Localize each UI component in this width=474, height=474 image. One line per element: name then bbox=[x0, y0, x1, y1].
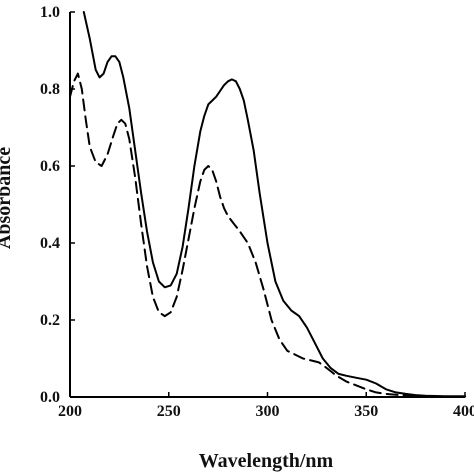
y-axis-title: Absorbance bbox=[0, 147, 15, 249]
plot-layer bbox=[69, 11, 466, 398]
x-tick-label: 350 bbox=[354, 403, 378, 420]
axes-layer bbox=[69, 12, 465, 398]
dashed-series-line bbox=[69, 72, 466, 398]
y-tick-label: 0.4 bbox=[40, 235, 60, 252]
x-tick-label: 250 bbox=[157, 403, 181, 420]
y-tick-label: 0.0 bbox=[40, 389, 60, 406]
y-tick-label: 0.6 bbox=[40, 158, 60, 175]
x-tick-label: 200 bbox=[58, 403, 82, 420]
y-tick-label: 0.8 bbox=[40, 81, 60, 98]
ticks-layer: 200 250 300 350 400 0.0 0.2 0.4 0.6 0.8 1.0 bbox=[40, 4, 474, 420]
x-axis-title: Wavelength/nm bbox=[199, 450, 334, 472]
x-tick-label: 400 bbox=[453, 403, 474, 420]
y-tick-label: 1.0 bbox=[40, 4, 60, 21]
x-tick-label: 300 bbox=[256, 403, 280, 420]
y-tick-label: 0.2 bbox=[40, 312, 60, 329]
solid-series-line bbox=[82, 11, 466, 398]
